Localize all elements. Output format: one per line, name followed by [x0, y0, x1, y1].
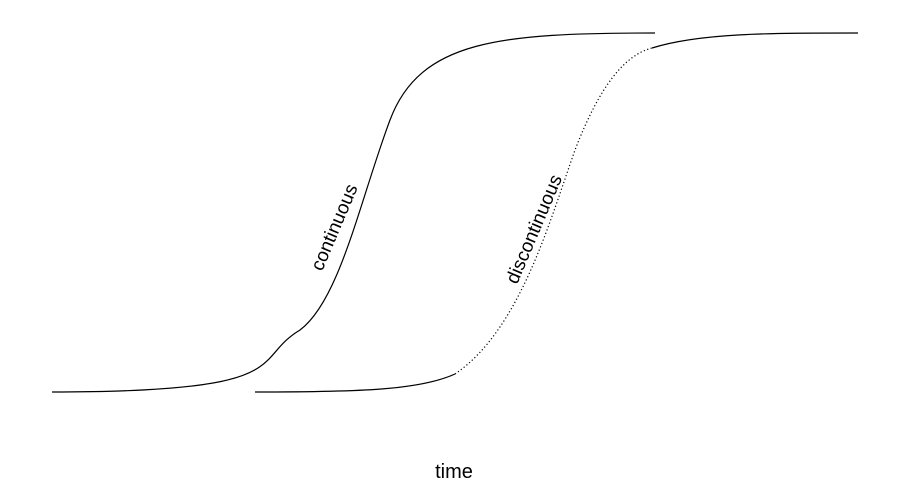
- discontinuous-label: discontinuous: [502, 172, 567, 287]
- discontinuous-lower-segment: [254, 373, 456, 393]
- x-axis-label: time: [435, 461, 473, 483]
- discontinuous-dotted-segment: [454, 47, 653, 375]
- continuous-curve: [51, 32, 656, 393]
- discontinuous-upper-segment: [651, 32, 859, 49]
